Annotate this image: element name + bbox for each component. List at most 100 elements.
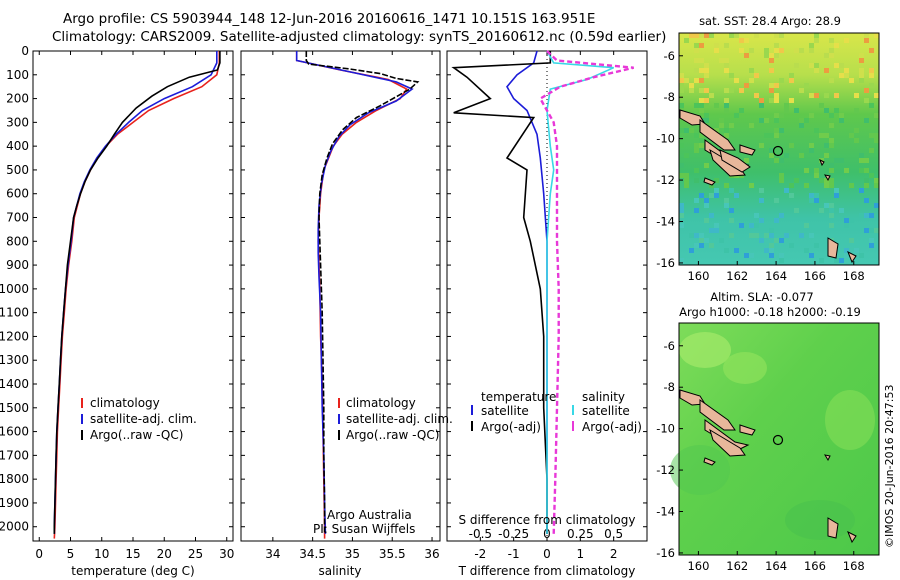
depth-tick-label: 1200 [0,329,29,343]
sst-pixel [719,118,724,123]
depth-tick-label: 400 [6,139,29,153]
sst-pixel [809,43,814,48]
sst-pixel [679,173,684,178]
lat-tick-label: -14 [656,505,675,519]
sst-pixel [789,73,794,78]
legend-label-satellite: satellite-adj. clim. [90,412,197,426]
sst-pixel [814,38,819,43]
s-tick-label: 0.25 [567,527,594,541]
sst-pixel [864,198,869,203]
sst-pixel [679,103,684,108]
sst-pixel [784,188,789,193]
sst-pixel [744,83,749,88]
sst-pixel [869,103,874,108]
sst-pixel [744,253,749,258]
sst-pixel [734,248,739,253]
sst-pixel [789,78,794,83]
sst-pixel [759,118,764,123]
sst-pixel [759,238,764,243]
argo-location-marker [772,145,784,157]
sst-pixel [859,253,864,258]
sst-pixel [694,143,699,148]
sst-pixel [774,43,779,48]
sst-pixel [869,83,874,88]
sst-pixel [769,133,774,138]
sst-pixel [729,218,734,223]
sst-pixel [799,153,804,158]
sst-pixel [829,168,834,173]
sst-pixel [819,133,824,138]
sla-blob [785,500,855,540]
island-choiseul [699,119,736,151]
sst-pixel [794,48,799,53]
sla-map-title-line1: Altim. SLA: -0.077 [710,290,814,304]
sst-pixel [699,33,704,38]
sst-map-axes: 160 162 164 166 168 -6 -8 -10 -12 -14 -16 [656,49,865,283]
sst-pixel [719,238,724,243]
sla-blobs [670,332,875,540]
sst-pixel [719,123,724,128]
lat-tick-label: -12 [656,173,675,187]
sst-pixel [809,48,814,53]
series-line-salinity-argo [538,50,634,534]
sst-pixel [859,213,864,218]
sst-pixel [809,143,814,148]
legend-label-salinity-argo: Argo(-adj) [582,420,642,434]
sst-pixel [874,138,879,143]
sst-pixel [699,108,704,113]
sst-pixel [759,218,764,223]
sst-pixel [814,243,819,248]
sst-pixel [729,33,734,38]
sst-pixel [769,68,774,73]
sst-pixel [699,68,704,73]
sst-pixel [779,113,784,118]
island-vanuatu-small [847,530,857,544]
sst-pixel [699,238,704,243]
sst-pixel [714,48,719,53]
sst-pixel [809,113,814,118]
sst-pixel [869,213,874,218]
sst-pixel [764,53,769,58]
sst-pixel [834,93,839,98]
sst-pixel [699,143,704,148]
temperature-axis-label: temperature (deg C) [71,564,194,578]
temperature-series [53,51,221,539]
x-tick-label: 35 [345,547,360,561]
lat-tick-label: -16 [656,546,675,560]
sst-pixel [699,88,704,93]
sst-pixel [849,238,854,243]
sst-pixel [759,188,764,193]
sst-pixel [724,133,729,138]
island-new-georgia [709,428,746,457]
sst-pixel [724,198,729,203]
sst-pixel [699,243,704,248]
sst-pixel [809,198,814,203]
sst-pixel [724,203,729,208]
sst-pixel [729,88,734,93]
sst-pixel [714,178,719,183]
sst-pixel [839,208,844,213]
sst-pixel [874,228,879,233]
temperature-plot-frame [32,50,234,542]
sst-pixel [769,98,774,103]
sst-pixel [864,213,869,218]
argo-location-marker [772,434,784,446]
sst-pixel [754,233,759,238]
sst-pixel [864,228,869,233]
sst-pixel [859,68,864,73]
sst-pixel [789,98,794,103]
sst-pixel [874,178,879,183]
sst-pixel [759,198,764,203]
sst-pixel [774,113,779,118]
sst-pixel [764,48,769,53]
x-tick-label: 25 [188,547,203,561]
difference-depth-ticks [447,50,647,528]
sst-pixel [754,223,759,228]
x-tick-label: 34 [265,547,280,561]
legend-label-satellite: satellite-adj. clim. [346,412,453,426]
x-tick-label: 20 [157,547,172,561]
sst-pixel [869,68,874,73]
sst-pixel [739,88,744,93]
sst-pixel [774,198,779,203]
sst-pixel [824,203,829,208]
